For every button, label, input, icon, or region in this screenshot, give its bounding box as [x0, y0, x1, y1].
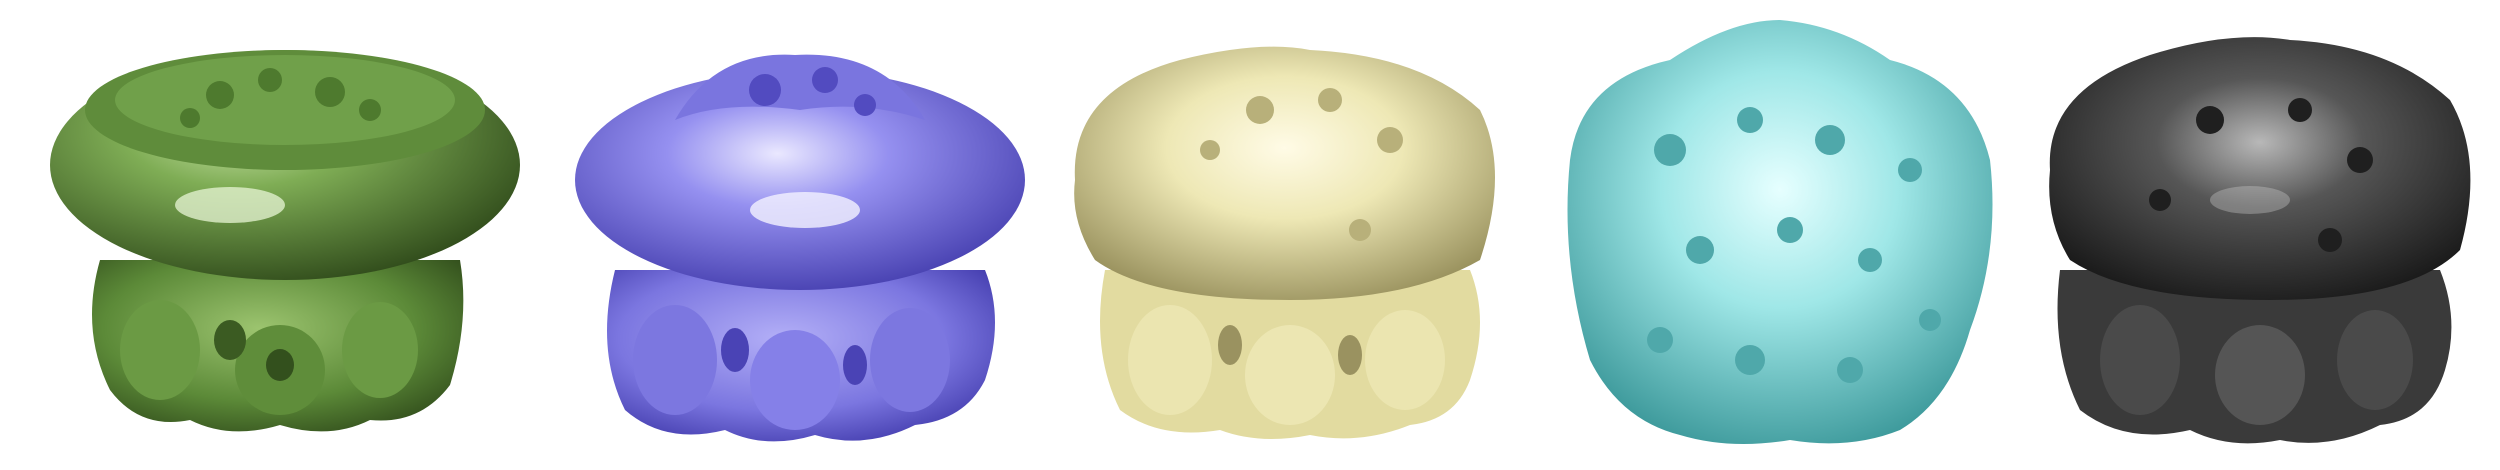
density-map-green-shape [50, 50, 520, 432]
density-map-yellow-shape [1074, 46, 1495, 439]
density-map-black-shape [2049, 37, 2471, 444]
density-map-yellow [1060, 0, 1520, 470]
density-map-blue-shape [575, 54, 1025, 442]
density-map-blue [565, 0, 1035, 470]
density-map-cyan [1550, 0, 2010, 470]
density-map-green [40, 0, 530, 470]
density-map-cyan-shape [1567, 20, 1993, 444]
density-map-black [2030, 0, 2490, 470]
